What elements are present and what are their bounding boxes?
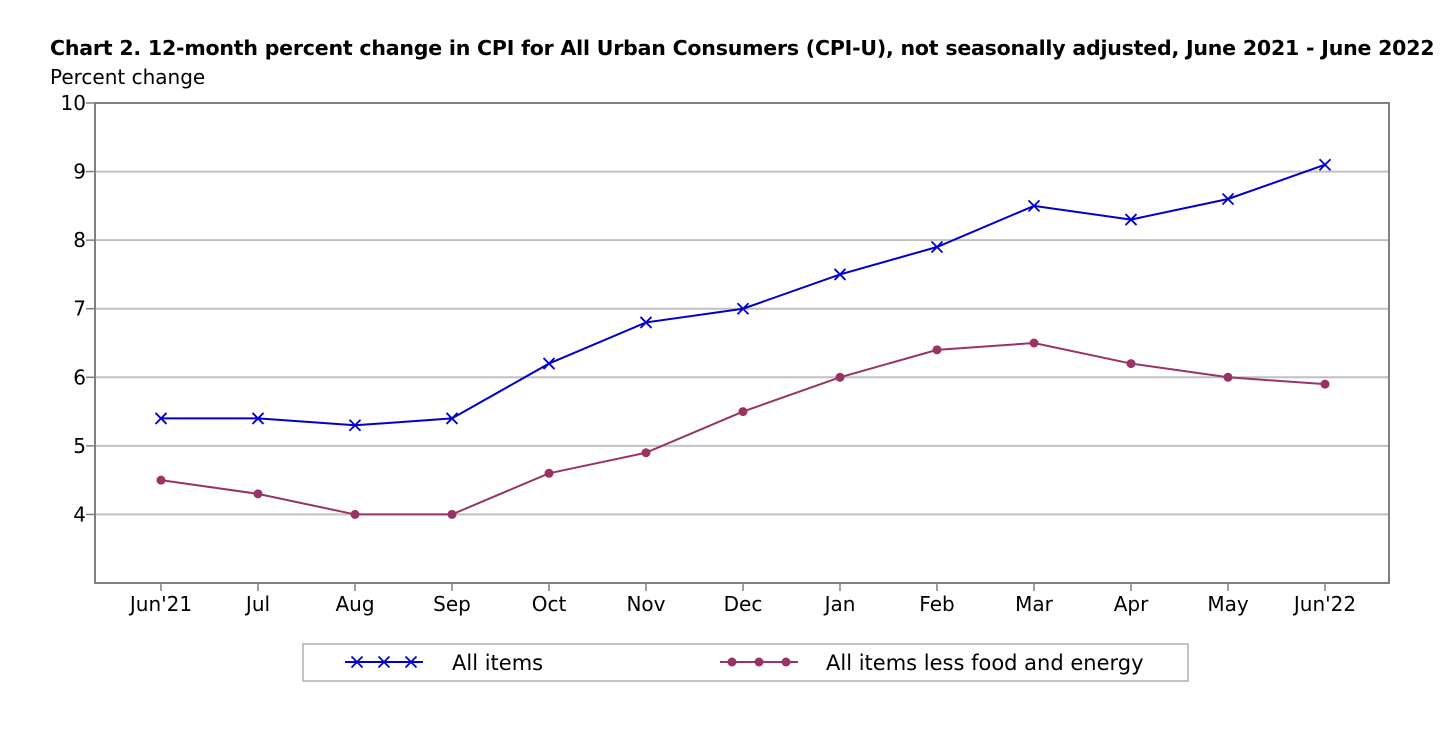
data-point-circle-marker xyxy=(544,468,554,478)
data-point-circle-marker xyxy=(738,407,748,417)
data-point-x-marker xyxy=(1027,199,1041,212)
data-point-x-marker xyxy=(251,412,265,425)
legend-label: All items xyxy=(452,651,543,675)
y-axis: 4 5 6 7 8 9 10 xyxy=(61,91,95,526)
legend-item-all-items: All items xyxy=(345,651,543,675)
x-tick-label: Jun'21 xyxy=(128,592,192,616)
series-group xyxy=(154,158,1332,519)
data-point-circle-marker xyxy=(156,475,166,485)
data-point-circle-marker xyxy=(1126,359,1136,369)
series-line xyxy=(161,163,1326,427)
series-all-items-less-food-and-energy xyxy=(156,338,1330,519)
y-tick-label: 5 xyxy=(73,434,86,458)
gridlines xyxy=(95,170,1389,516)
x-tick-label: Jul xyxy=(244,592,270,616)
data-point-x-marker xyxy=(542,357,556,370)
data-point-x-marker xyxy=(445,412,459,425)
data-point-x-marker xyxy=(348,419,362,432)
data-point-circle-marker xyxy=(932,345,942,355)
legend-item-all-items-less-food-and-energy: All items less food and energy xyxy=(720,651,1144,675)
data-point-x-marker xyxy=(377,655,391,669)
data-point-circle-marker xyxy=(1223,372,1233,382)
data-point-x-marker xyxy=(1124,213,1138,226)
x-tick-label: Nov xyxy=(626,592,665,616)
x-axis: Jun'21 Jul Aug Sep Oct Nov Dec Jan Feb Mar Apr May J… xyxy=(128,583,1356,616)
series-line xyxy=(160,341,1326,516)
data-point-x-marker xyxy=(404,655,418,669)
data-point-circle-marker xyxy=(781,657,791,667)
plot-area xyxy=(94,102,1390,584)
data-point-x-marker xyxy=(350,655,364,669)
x-tick-label: Feb xyxy=(919,592,954,616)
data-point-circle-marker xyxy=(447,509,457,519)
x-tick-label: Oct xyxy=(532,592,567,616)
data-point-circle-marker xyxy=(1029,338,1039,348)
y-tick-label: 7 xyxy=(73,297,86,321)
x-tick-label: Jan xyxy=(823,592,856,616)
x-tick-label: Sep xyxy=(433,592,471,616)
data-point-circle-marker xyxy=(1320,379,1330,389)
data-point-circle-marker xyxy=(835,372,845,382)
data-point-circle-marker xyxy=(727,657,737,667)
chart-title: Chart 2. 12-month percent change in CPI … xyxy=(50,36,1435,60)
y-tick-label: 10 xyxy=(61,91,86,115)
data-point-x-marker xyxy=(930,240,944,254)
y-tick-label: 9 xyxy=(73,160,86,184)
x-tick-label: Mar xyxy=(1015,592,1054,616)
series-all-items xyxy=(154,158,1332,432)
data-point-circle-marker xyxy=(253,489,263,499)
x-tick-label: Dec xyxy=(724,592,763,616)
data-point-circle-marker xyxy=(350,509,360,519)
x-tick-label: Apr xyxy=(1114,592,1149,616)
y-tick-label: 8 xyxy=(73,228,86,252)
x-tick-label: Jun'22 xyxy=(1292,592,1356,616)
y-tick-label: 4 xyxy=(73,502,86,526)
data-point-x-marker xyxy=(154,412,168,425)
data-point-x-marker xyxy=(736,302,750,315)
data-point-circle-marker xyxy=(754,657,764,667)
legend-label: All items less food and energy xyxy=(826,651,1144,675)
y-axis-label: Percent change xyxy=(50,65,206,89)
data-point-x-marker xyxy=(833,268,847,281)
x-tick-label: Aug xyxy=(335,592,374,616)
x-tick-label: May xyxy=(1207,592,1249,616)
data-point-x-marker xyxy=(1318,158,1332,171)
legend: All items All items less food and energy xyxy=(302,643,1189,682)
data-point-circle-marker xyxy=(641,448,651,458)
y-tick-label: 6 xyxy=(73,365,86,389)
data-point-x-marker xyxy=(1221,192,1235,206)
data-point-x-marker xyxy=(639,316,653,329)
